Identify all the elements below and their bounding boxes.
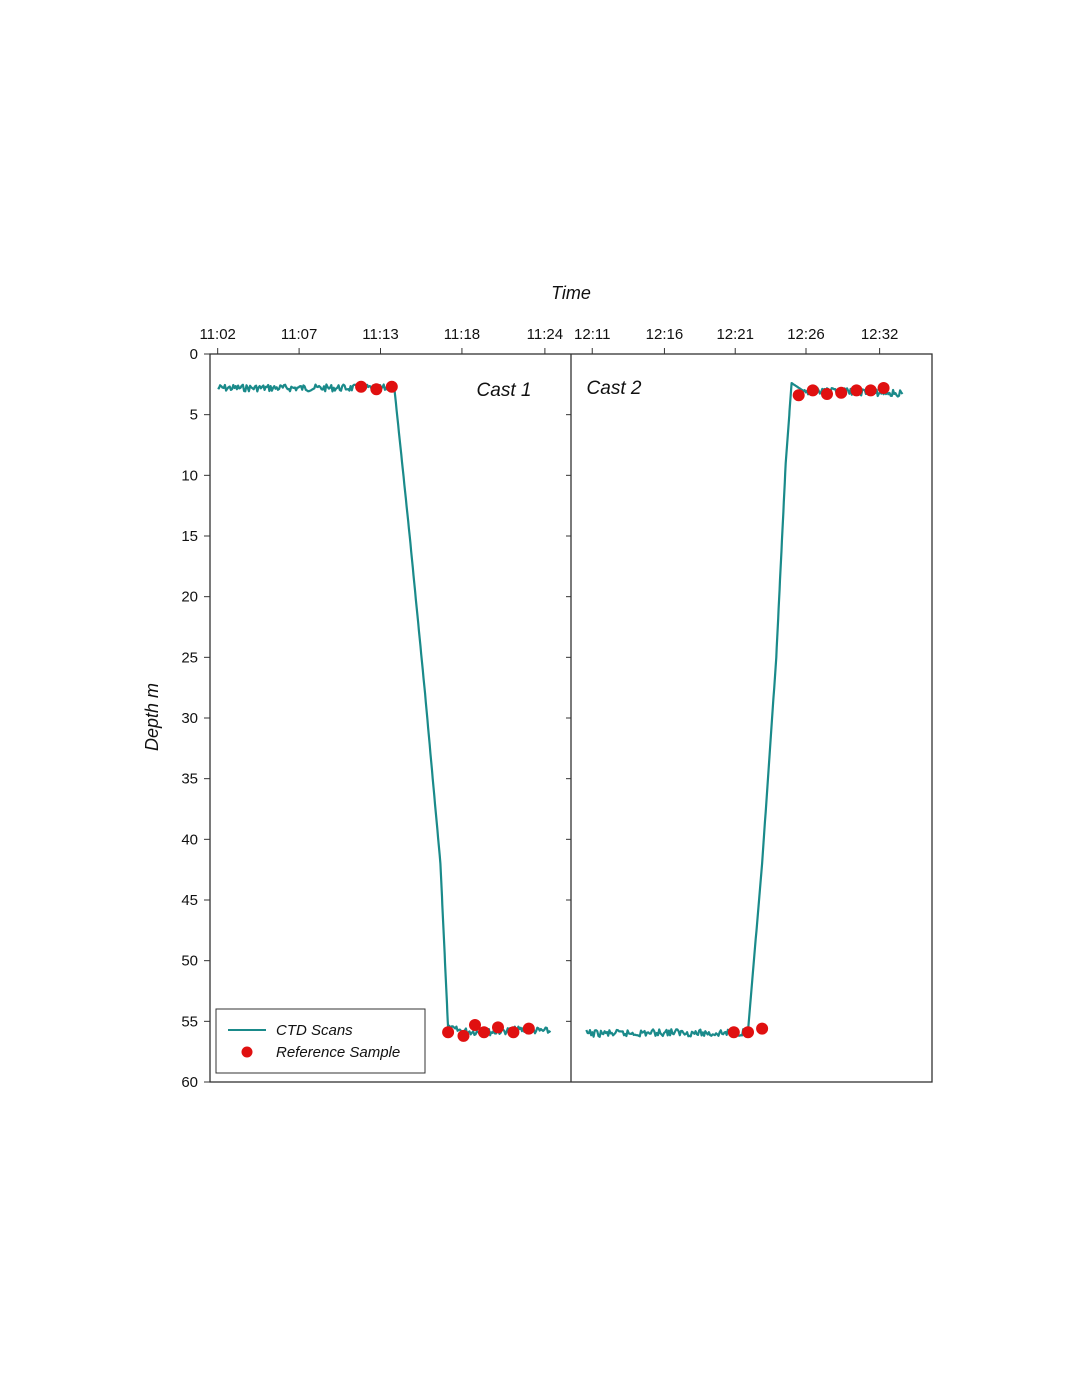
x-tick-label: 12:11 (574, 326, 610, 343)
y-axis-title: Depth m (142, 683, 162, 751)
reference-sample-point (442, 1026, 455, 1039)
y-tick-label: 45 (181, 892, 198, 909)
panel-label-cast-2: Cast 2 (587, 378, 642, 399)
legend-box (215, 1008, 426, 1074)
reference-sample-point (792, 389, 805, 402)
x-tick-label: 11:02 (199, 326, 235, 343)
reference-sample-point (478, 1026, 490, 1039)
reference-sample-point (742, 1026, 754, 1039)
legend-ctd-label: CTD Scans (276, 1022, 353, 1039)
y-tick-label: 50 (181, 953, 198, 970)
panel-label-cast-1: Cast 1 (477, 380, 532, 401)
ctd-scan-line-cast-2 (585, 382, 904, 1038)
x-tick-label: 11:18 (444, 326, 480, 343)
y-tick-label: 40 (181, 831, 198, 848)
x-tick-label: 12:26 (787, 326, 825, 343)
axis-ticks: 0 5 10 15 20 25 30 35 40 45 50 55 60 11:02 11:07 11:13 1… (181, 326, 898, 1091)
y-tick-label: 5 (190, 407, 198, 424)
legend: CTD Scans Reference Sample (215, 1008, 426, 1074)
reference-sample-point (385, 380, 398, 393)
reference-sample-point (756, 1022, 769, 1035)
reference-sample-point (877, 382, 890, 394)
y-tick-label: 60 (181, 1074, 198, 1091)
reference-sample-point (850, 384, 863, 397)
reference-sample-point (727, 1026, 740, 1039)
reference-sample-point (507, 1026, 520, 1039)
y-tick-label: 30 (181, 710, 198, 727)
x-tick-label: 12:32 (861, 326, 899, 343)
reference-sample-point (355, 380, 368, 393)
y-tick-label: 15 (181, 528, 198, 545)
y-tick-label: 35 (181, 771, 198, 788)
plot-data (217, 380, 904, 1042)
reference-sample-point (370, 383, 383, 396)
reference-sample-point (492, 1021, 504, 1034)
reference-sample-point (522, 1022, 535, 1035)
y-tick-label: 20 (181, 589, 198, 606)
reference-sample-point (864, 384, 877, 397)
legend-reference-swatch (241, 1046, 253, 1058)
x-tick-label: 11:13 (362, 326, 398, 343)
reference-sample-point (821, 388, 833, 400)
x-tick-label: 11:07 (281, 326, 317, 343)
y-tick-label: 55 (181, 1013, 198, 1030)
y-tick-label: 25 (181, 649, 198, 666)
x-tick-label: 11:24 (527, 326, 563, 343)
reference-sample-point (835, 386, 848, 399)
reference-sample-point (457, 1029, 470, 1042)
x-axis-title: Time (551, 283, 591, 303)
y-tick-label: 0 (190, 346, 198, 363)
x-tick-label: 12:21 (716, 326, 754, 343)
ctd-scan-line-cast-1 (217, 383, 552, 1037)
x-tick-label: 12:16 (646, 326, 684, 343)
reference-sample-point (469, 1019, 481, 1031)
legend-reference-label: Reference Sample (276, 1044, 400, 1061)
reference-sample-point (806, 384, 819, 397)
y-tick-label: 10 (181, 467, 198, 484)
